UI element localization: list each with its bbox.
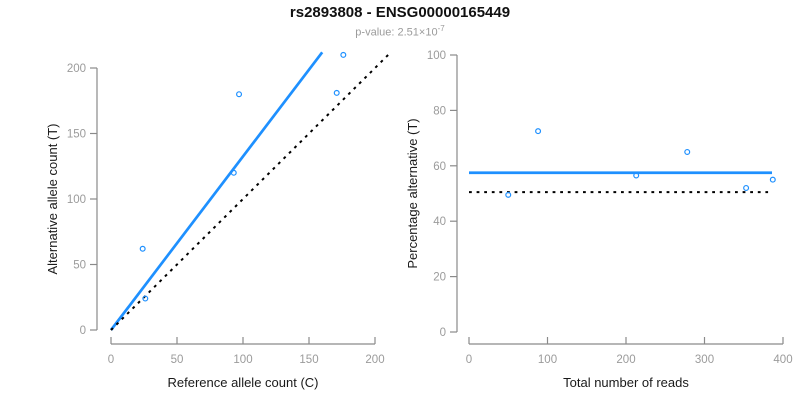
left-plot-fit-line <box>109 51 324 331</box>
left-plot-data-point <box>236 91 243 98</box>
left-plot-identity-line <box>110 54 389 331</box>
right-plot-y-axis-tick-label: 20 <box>433 272 446 284</box>
right-plot-y-axis-tick-label: 0 <box>440 327 446 339</box>
pvalue-subtitle: p-value: 2.51×10-7 <box>0 24 800 39</box>
left-plot-data-point <box>142 295 149 302</box>
left-plot-x-axis-tick-label: 200 <box>365 354 384 366</box>
left-plot-y-axis-tick-label: 100 <box>67 194 86 206</box>
right-plot-y-axis-tick-label: 60 <box>433 161 446 173</box>
right-plot-data-point <box>684 148 691 155</box>
left-plot-x-axis-tick-label: 100 <box>233 354 252 366</box>
page-title: rs2893808 - ENSG00000165449 <box>289 4 511 21</box>
right-plot-x-axis-tick-label: 400 <box>773 354 792 366</box>
right-plot-y-axis-tick-label: 80 <box>433 105 446 117</box>
right-plot-x-axis-title: Total number of reads <box>563 375 689 390</box>
left-plot-data-point <box>230 169 237 176</box>
pvalue-exponent: -7 <box>437 24 445 33</box>
left-plot-y-axis-tick-label: 200 <box>67 63 86 75</box>
right-plot-x-axis-tick-label: 200 <box>616 354 635 366</box>
left-plot-data-point <box>340 51 347 58</box>
left-plot-data-point <box>139 245 146 252</box>
pvalue-text: p-value: 2.51×10 <box>355 26 438 39</box>
right-plot-y-axis-tick-label: 40 <box>433 216 446 228</box>
left-plot-x-axis-tick-label: 150 <box>299 354 318 366</box>
right-plot-data-point <box>743 184 750 191</box>
right-plot-y-axis-title: Percentage alternative (T) <box>405 118 420 268</box>
left-plot-x-axis-tick-label: 50 <box>171 354 184 366</box>
right-plot-data-point <box>535 128 542 135</box>
left-plot-x-axis-tick-label: 0 <box>108 354 114 366</box>
left-plot-y-axis-tick-label: 150 <box>67 129 86 141</box>
right-plot-x-axis-tick-label: 100 <box>538 354 557 366</box>
left-plot-y-axis-tick-label: 50 <box>73 260 86 272</box>
left-plot-y-axis-title: Alternative allele count (T) <box>45 123 60 274</box>
right-plot-x-axis-tick-label: 300 <box>695 354 714 366</box>
right-plot-data-point <box>505 191 512 198</box>
right-plot-x-axis-tick-label: 0 <box>466 354 472 366</box>
left-plot-y-axis-tick-label: 0 <box>80 325 86 337</box>
left-plot-x-axis-title: Reference allele count (C) <box>167 375 318 390</box>
right-plot-y-axis-tick-label: 100 <box>427 50 446 62</box>
right-plot-data-point <box>633 172 640 179</box>
left-plot-data-point <box>333 89 340 96</box>
right-plot-data-point <box>769 176 776 183</box>
